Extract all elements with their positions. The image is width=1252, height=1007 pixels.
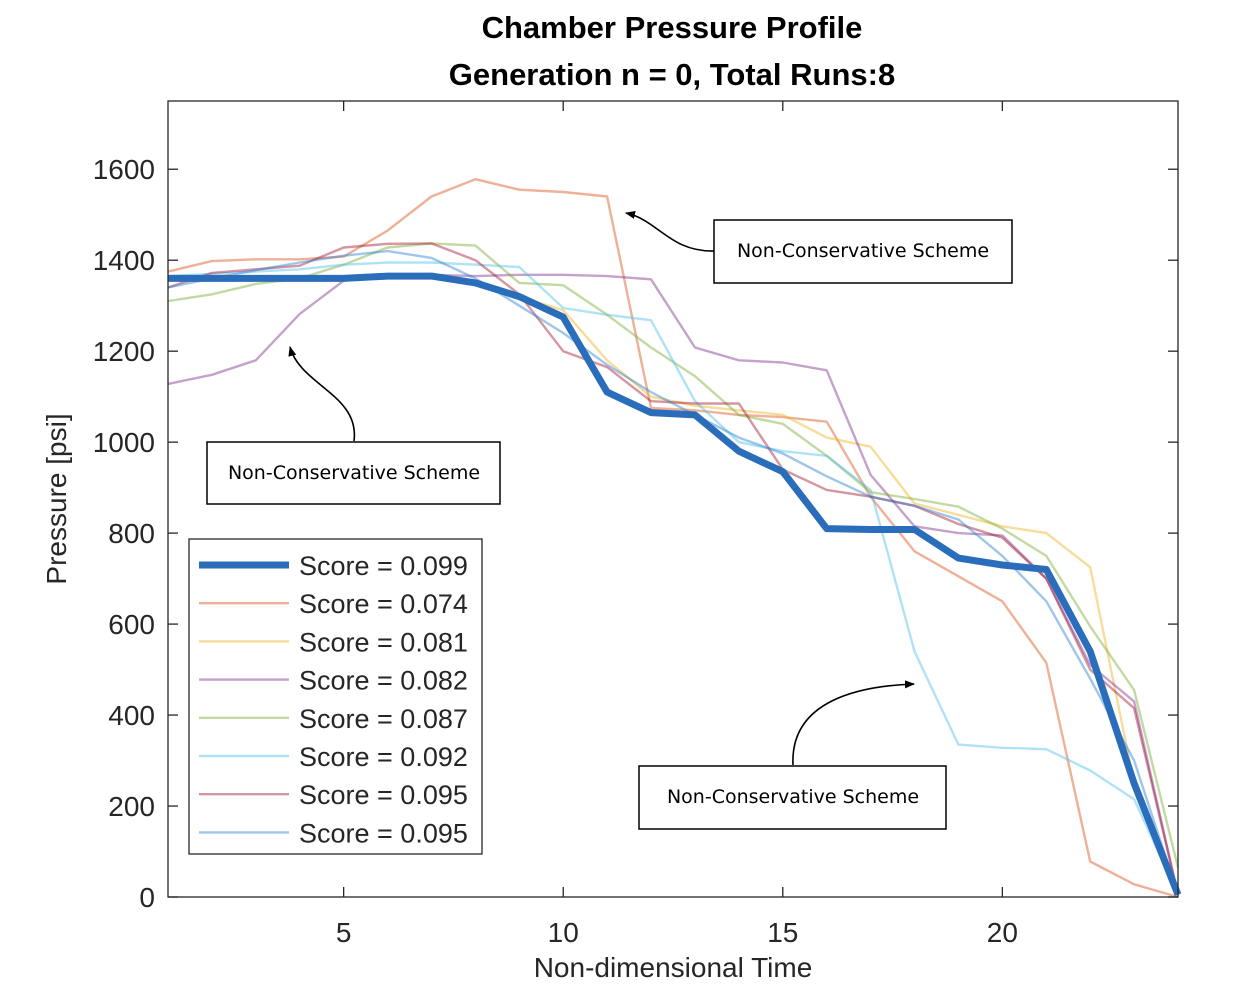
legend-items: Score = 0.099 Score = 0.074 Score = 0.081 S… (199, 551, 468, 848)
x-ticks: 5 10 15 20 (336, 101, 1018, 948)
x-tick-label: 15 (767, 917, 798, 948)
y-tick-label: 0 (139, 882, 155, 913)
annotation-3: Non-Conservative Scheme (638, 680, 947, 830)
series-line-7 (167, 242, 1180, 895)
series-line-2 (167, 177, 1179, 899)
series-line-5 (167, 242, 1180, 868)
annotation-text-1: Non-Conservative Scheme (737, 240, 989, 262)
annotation-box-1 (713, 219, 1013, 284)
annotation-box-3 (638, 765, 947, 830)
y-tick-label: 400 (108, 700, 155, 731)
series-line-1 (168, 272, 1182, 896)
y-axis-label: Pressure [psi] (41, 413, 72, 584)
legend-box (188, 538, 483, 855)
chart-subtitle: Generation n = 0, Total Runs:8 (449, 57, 895, 92)
x-tick-label: 10 (548, 917, 579, 948)
x-tick-label: 5 (336, 917, 352, 948)
y-tick-label: 1200 (93, 336, 155, 367)
axes-box (167, 100, 1179, 898)
annotation-text-2: Non-Conservative Scheme (228, 462, 480, 484)
x-axis-label: Non-dimensional Time (534, 952, 813, 983)
x-tick-label: 20 (987, 917, 1018, 948)
y-tick-label: 800 (108, 518, 155, 549)
y-tick-label: 600 (108, 609, 155, 640)
legend-label-6: Score = 0.092 (299, 742, 468, 772)
legend: Score = 0.099 Score = 0.074 Score = 0.081 S… (188, 538, 483, 855)
annotation-2: Non-Conservative Scheme (206, 346, 501, 505)
series-line-6 (167, 261, 1180, 896)
legend-label-8: Score = 0.095 (299, 818, 468, 848)
y-tick-label: 1000 (93, 427, 155, 458)
annotation-arrow-1 (625, 211, 715, 252)
legend-label-7: Score = 0.095 (299, 780, 468, 810)
annotation-arrow-3 (792, 680, 915, 766)
series-line-4 (167, 273, 1180, 895)
series-layer (167, 177, 1182, 899)
y-tick-label: 1600 (93, 154, 155, 185)
legend-label-4: Score = 0.082 (299, 666, 468, 696)
legend-label-2: Score = 0.074 (299, 589, 468, 619)
annotation-box-2 (206, 441, 501, 505)
chart-title: Chamber Pressure Profile (482, 10, 863, 45)
annotation-1: Non-Conservative Scheme (625, 211, 1013, 284)
legend-label-1: Score = 0.099 (299, 551, 468, 581)
y-tick-label: 1400 (93, 245, 155, 276)
legend-label-3: Score = 0.081 (299, 627, 468, 657)
legend-label-5: Score = 0.087 (299, 704, 468, 734)
y-tick-label: 200 (108, 791, 155, 822)
annotation-arrow-2 (288, 346, 356, 442)
annotation-text-3: Non-Conservative Scheme (667, 786, 919, 808)
y-ticks: 0 200 400 600 800 1000 1200 1400 1600 (93, 154, 1178, 913)
